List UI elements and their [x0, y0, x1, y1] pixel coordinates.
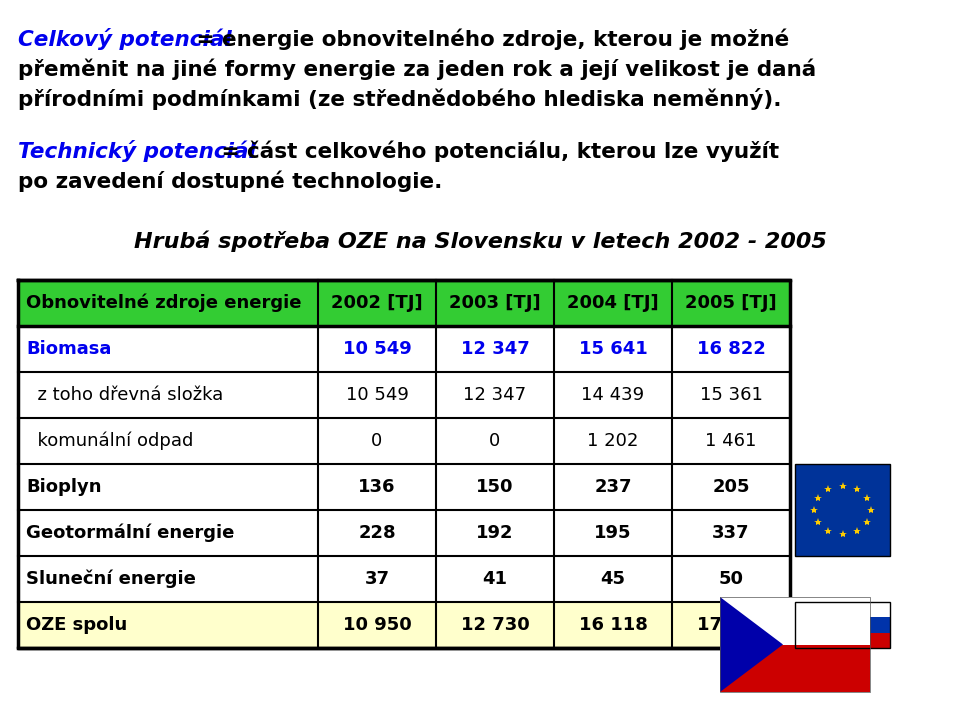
Text: přírodními podmínkami (ze střednědobého hlediska neměnný).: přírodními podmínkami (ze střednědobého …	[18, 88, 781, 110]
Text: 10 549: 10 549	[346, 386, 408, 404]
Text: Technický potenciál: Technický potenciál	[18, 140, 256, 162]
Bar	[18, 280, 790, 326]
Bar	[795, 464, 890, 556]
Text: 2003 [TJ]: 2003 [TJ]	[449, 294, 540, 312]
Text: 14 439: 14 439	[582, 386, 644, 404]
Text: 2004 [TJ]: 2004 [TJ]	[567, 294, 659, 312]
Text: = energie obnovitelného zdroje, kterou je možné: = energie obnovitelného zdroje, kterou j…	[189, 28, 789, 50]
Text: po zavedení dostupné technologie.: po zavedení dostupné technologie.	[18, 170, 443, 192]
Text: 237: 237	[594, 478, 632, 496]
Text: 15 361: 15 361	[700, 386, 762, 404]
Text: 12 347: 12 347	[461, 340, 529, 358]
Text: 37: 37	[365, 570, 390, 588]
Text: = část celkového potenciálu, kterou lze využít: = část celkového potenciálu, kterou lze …	[214, 140, 780, 161]
Text: OZE spolu: OZE spolu	[26, 616, 128, 634]
Text: 1 461: 1 461	[706, 432, 756, 450]
Bar	[720, 644, 870, 692]
Text: 192: 192	[476, 524, 514, 542]
Text: 2002 [TJ]: 2002 [TJ]	[331, 294, 422, 312]
Polygon shape	[720, 597, 783, 692]
Bar	[720, 597, 870, 644]
Text: přeměnit na jiné formy energie za jeden rok a její velikost je daná: přeměnit na jiné formy energie za jeden …	[18, 58, 816, 79]
Text: 45: 45	[601, 570, 626, 588]
Text: 12 730: 12 730	[461, 616, 529, 634]
Text: 337: 337	[712, 524, 750, 542]
Bar	[795, 602, 890, 648]
Text: Bioplyn: Bioplyn	[26, 478, 102, 496]
Text: komunální odpad: komunální odpad	[26, 432, 193, 450]
Text: Biomasa: Biomasa	[26, 340, 111, 358]
Text: 0: 0	[490, 432, 500, 450]
Text: 2005 [TJ]: 2005 [TJ]	[685, 294, 777, 312]
Text: 1 202: 1 202	[588, 432, 638, 450]
Text: 16 822: 16 822	[697, 340, 765, 358]
Text: 150: 150	[476, 478, 514, 496]
Bar	[18, 602, 790, 648]
Text: Hrubá spotřeba OZE na Slovensku v letech 2002 - 2005: Hrubá spotřeba OZE na Slovensku v letech…	[133, 230, 827, 251]
Bar	[795, 602, 890, 617]
Text: 16 118: 16 118	[579, 616, 647, 634]
Text: Obnovitelné zdroje energie: Obnovitelné zdroje energie	[26, 293, 301, 312]
Text: Sluneční energie: Sluneční energie	[26, 570, 196, 588]
Text: 10 950: 10 950	[343, 616, 412, 634]
Text: Celkový potenciál: Celkový potenciál	[18, 28, 231, 50]
Bar	[795, 617, 890, 633]
Text: 15 641: 15 641	[579, 340, 647, 358]
Text: 17 414: 17 414	[697, 616, 765, 634]
Text: 10 549: 10 549	[343, 340, 412, 358]
Text: 205: 205	[712, 478, 750, 496]
Bar	[795, 633, 890, 648]
Text: z toho dřevná složka: z toho dřevná složka	[26, 386, 224, 404]
Text: 41: 41	[483, 570, 508, 588]
Text: 228: 228	[358, 524, 396, 542]
Text: 136: 136	[358, 478, 396, 496]
Bar	[720, 597, 870, 692]
Text: 50: 50	[718, 570, 743, 588]
Text: 195: 195	[594, 524, 632, 542]
Text: 0: 0	[372, 432, 383, 450]
Text: Geotormální energie: Geotormální energie	[26, 524, 234, 542]
Text: 12 347: 12 347	[464, 386, 527, 404]
